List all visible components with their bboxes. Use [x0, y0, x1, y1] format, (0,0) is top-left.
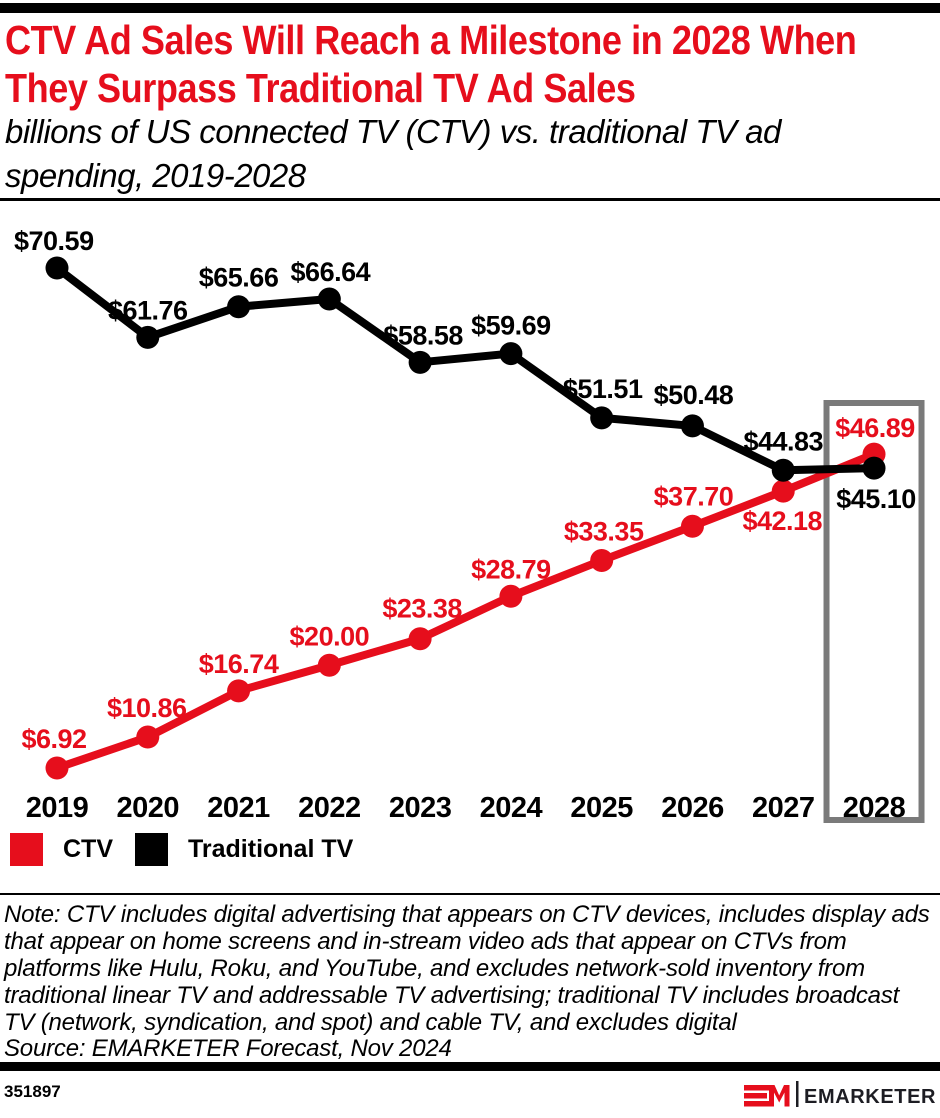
chart-title: CTV Ad Sales Will Reach a Milestone in 2…	[5, 17, 857, 111]
x-axis-label-2019: 2019	[26, 792, 89, 824]
data-label-ctv-2025: $33.35	[564, 516, 644, 546]
data-label-ctv-2022: $20.00	[290, 621, 370, 651]
data-point-traditional-tv-2021	[227, 295, 251, 319]
data-point-traditional-tv-2027	[771, 458, 795, 482]
data-point-traditional-tv-2023	[408, 350, 432, 374]
x-axis-label-2027: 2027	[752, 792, 815, 824]
data-point-traditional-tv-2028	[862, 456, 886, 480]
series-line-traditional-tv	[53, 263, 879, 475]
data-label-traditional-tv-2020: $61.76	[108, 295, 188, 325]
legend-swatch-traditional-tv	[135, 833, 168, 866]
chart-legend: CTV Traditional TV	[10, 833, 353, 866]
footnote-divider	[0, 893, 940, 895]
data-label-ctv-2021: $16.74	[199, 649, 279, 679]
data-point-traditional-tv-2024	[499, 342, 523, 366]
legend-label-ctv: CTV	[63, 835, 113, 863]
x-axis-label-2026: 2026	[661, 792, 724, 824]
data-point-traditional-tv-2025	[590, 406, 614, 430]
data-label-traditional-tv-2026: $50.48	[654, 380, 734, 410]
data-point-traditional-tv-2022	[317, 287, 341, 311]
data-label-ctv-2023: $23.38	[382, 594, 462, 624]
data-label-traditional-tv-2028: $45.10	[836, 484, 916, 514]
x-axis-label-2024: 2024	[480, 792, 543, 824]
chart-subtitle: billions of US connected TV (CTV) vs. tr…	[5, 113, 781, 194]
highlight-box-2028	[823, 400, 925, 823]
logo-divider	[796, 1081, 799, 1107]
ctv-vs-traditional-tv-line-chart: $6.92 $10.86 $16.74 $20.00 $23.38 $28.79 $33.3…	[14, 226, 925, 824]
x-axis-label-2021: 2021	[207, 792, 270, 824]
series-line-ctv	[53, 450, 879, 772]
data-label-traditional-tv-2023: $58.58	[383, 320, 463, 350]
chart-number: 351897	[4, 1082, 61, 1101]
data-label-ctv-2028: $46.89	[835, 413, 915, 443]
data-label-traditional-tv-2027: $44.83	[743, 426, 823, 456]
bottom-accent-bar	[0, 1062, 940, 1071]
data-point-ctv-2022	[317, 653, 341, 677]
source-text: Source: EMARKETER Forecast, Nov 2024	[4, 1035, 452, 1062]
data-point-ctv-2020	[136, 725, 160, 749]
data-label-ctv-2019: $6.92	[21, 724, 86, 754]
data-point-traditional-tv-2019	[45, 256, 69, 280]
x-axis-label-2020: 2020	[117, 792, 180, 824]
legend-label-traditional-tv: Traditional TV	[188, 835, 354, 863]
data-label-ctv-2027: $42.18	[742, 506, 822, 536]
data-point-ctv-2025	[590, 548, 614, 572]
x-axis-label-2025: 2025	[570, 792, 633, 824]
top-accent-bar	[0, 3, 940, 13]
data-label-ctv-2024: $28.79	[471, 554, 551, 584]
data-label-traditional-tv-2021: $65.66	[199, 263, 279, 293]
data-point-traditional-tv-2026	[680, 414, 704, 438]
data-label-traditional-tv-2019: $70.59	[14, 226, 94, 256]
header-divider	[0, 198, 940, 201]
footnote-text: Note: CTV includes digital advertising t…	[4, 901, 930, 1036]
legend-swatch-ctv	[10, 833, 43, 866]
data-point-ctv-2021	[227, 679, 251, 703]
data-label-traditional-tv-2024: $59.69	[471, 311, 551, 341]
data-label-ctv-2026: $37.70	[654, 481, 734, 511]
data-point-ctv-2023	[408, 627, 432, 651]
data-label-traditional-tv-2025: $51.51	[563, 374, 643, 404]
data-label-ctv-2020: $10.86	[107, 693, 187, 723]
x-axis-label-2028: 2028	[843, 792, 906, 824]
data-label-traditional-tv-2022: $66.64	[291, 257, 371, 287]
x-axis-label-2022: 2022	[298, 792, 361, 824]
data-point-traditional-tv-2020	[136, 325, 160, 349]
data-point-ctv-2019	[45, 756, 69, 780]
data-point-ctv-2024	[499, 584, 523, 608]
em-logo-mark-icon	[744, 1085, 790, 1107]
x-axis-label-2023: 2023	[389, 792, 452, 824]
emarketer-logo: EMARKETER	[744, 1081, 936, 1108]
data-point-ctv-2026	[680, 514, 704, 538]
data-point-ctv-2027	[771, 479, 795, 503]
logo-wordmark: EMARKETER	[804, 1086, 936, 1108]
